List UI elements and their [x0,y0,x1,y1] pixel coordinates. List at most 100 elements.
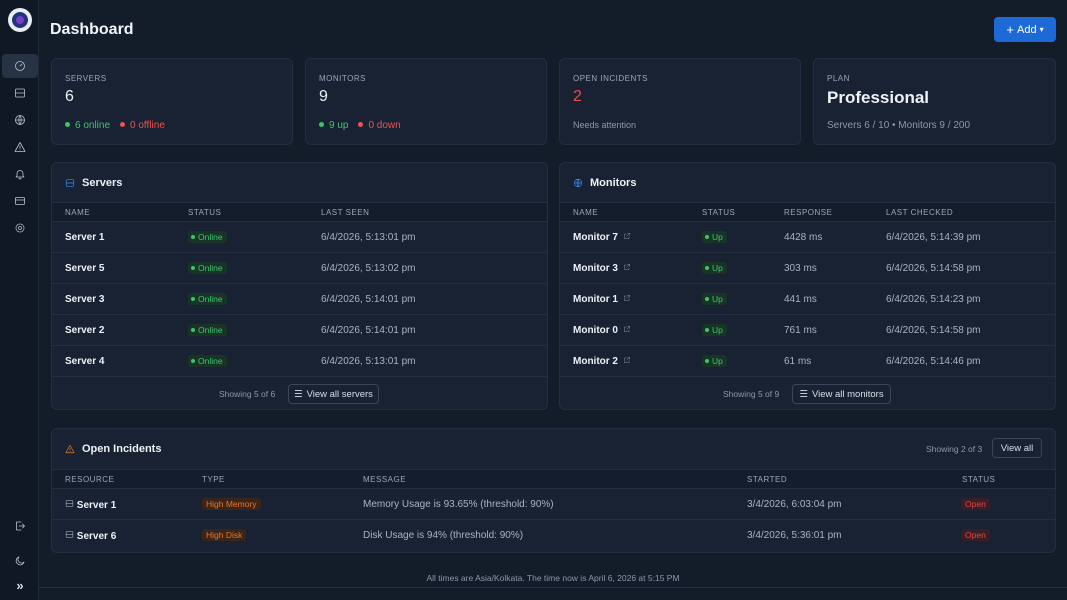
status-dot-icon [191,359,195,363]
column-header[interactable]: STARTED [747,475,788,484]
sidebar-item-dashboard[interactable] [2,54,38,78]
monitor-name[interactable]: Monitor 3 [573,263,631,274]
sidebar-item-monitors[interactable] [2,108,38,132]
view-all-incidents-button[interactable]: View all [992,438,1042,458]
monitor-name-text: Monitor 1 [573,294,618,306]
table-row[interactable]: Server 5 Online 6/4/2026, 5:13:02 pm [52,253,547,284]
stat-label: SERVERS [65,74,107,83]
external-link-icon[interactable] [623,294,631,305]
sidebar-item-billing[interactable] [2,189,38,213]
status-dot-icon [705,297,709,301]
sidebar-item-theme[interactable] [2,549,38,573]
status-text: Online [198,232,223,242]
table-row[interactable]: Server 4 Online 6/4/2026, 5:13:01 pm [52,346,547,377]
monitor-name[interactable]: Monitor 1 [573,294,631,305]
stat-label: OPEN INCIDENTS [573,74,649,83]
server-icon [65,179,75,187]
panel-footer: Showing 5 of 6 ☰ View all servers [52,379,547,409]
panel-title: Open Incidents [82,443,162,455]
server-name[interactable]: Server 2 [65,325,105,336]
add-button[interactable]: + Add ▾ [994,17,1056,42]
table-row[interactable]: Monitor 1 Up 441 ms 6/4/2026, 5:14:23 pm [560,284,1055,315]
column-header[interactable]: LAST CHECKED [886,208,954,217]
status-text: Up [712,325,723,335]
server-name[interactable]: Server 1 [65,232,105,243]
external-link-icon[interactable] [623,325,631,336]
panel-footer: Showing 5 of 9 ☰ View all monitors [560,379,1055,409]
table-row[interactable]: Monitor 2 Up 61 ms 6/4/2026, 5:14:46 pm [560,346,1055,377]
status-dot-icon [191,235,195,239]
sidebar-item-incidents[interactable] [2,135,38,159]
status-text: Online [198,356,223,366]
table-row[interactable]: Server 1 High Memory Memory Usage is 93.… [52,489,1055,520]
card-icon [15,197,25,205]
stat-value: 9 [319,88,328,105]
monitor-name[interactable]: Monitor 2 [573,356,631,367]
external-link-icon[interactable] [623,232,631,243]
incident-message: Memory Usage is 93.65% (threshold: 90%) [363,499,554,510]
server-name[interactable]: Server 5 [65,263,105,274]
incident-type-badge: High Memory [202,498,261,510]
server-name[interactable]: Server 3 [65,294,105,305]
monitor-name[interactable]: Monitor 0 [573,325,631,336]
column-header[interactable]: LAST SEEN [321,208,370,217]
sidebar-item-settings[interactable] [2,216,38,240]
status-dot-icon [191,266,195,270]
stat-label: MONITORS [319,74,366,83]
column-header[interactable]: STATUS [702,208,736,217]
sidebar-item-servers[interactable] [2,81,38,105]
table-row[interactable]: Server 2 Online 6/4/2026, 5:14:01 pm [52,315,547,346]
status-dot-icon [191,328,195,332]
incident-resource[interactable]: Server 1 [65,499,116,511]
sidebar-expand-button[interactable]: » [2,573,38,597]
column-header[interactable]: RESPONSE [784,208,833,217]
response-time: 441 ms [784,294,817,305]
response-time: 303 ms [784,263,817,274]
button-label: View all monitors [811,388,884,400]
table-row[interactable]: Monitor 0 Up 761 ms 6/4/2026, 5:14:58 pm [560,315,1055,346]
view-all-servers-button[interactable]: ☰ View all servers [288,384,379,404]
table-row[interactable]: Monitor 3 Up 303 ms 6/4/2026, 5:14:58 pm [560,253,1055,284]
status-badge: Up [702,355,727,367]
panel-header: Monitors [573,177,636,189]
last-checked: 6/4/2026, 5:14:23 pm [886,294,981,305]
monitor-name[interactable]: Monitor 7 [573,232,631,243]
column-header[interactable]: NAME [65,208,91,217]
monitor-name-text: Monitor 7 [573,232,618,244]
response-time: 4428 ms [784,232,823,243]
server-name[interactable]: Server 4 [65,356,105,367]
column-header[interactable]: MESSAGE [363,475,407,484]
column-header[interactable]: TYPE [202,475,225,484]
table-row[interactable]: Server 3 Online 6/4/2026, 5:14:01 pm [52,284,547,315]
server-icon [65,500,74,511]
status-text: Up [712,263,723,273]
stat-breakdown: 9 up 0 down [319,120,401,131]
column-header[interactable]: RESOURCE [65,475,115,484]
external-link-icon[interactable] [623,263,631,274]
sidebar-item-notifications[interactable] [2,162,38,186]
stat-card-monitors[interactable]: MONITORS 9 9 up 0 down [305,58,547,145]
column-header[interactable]: STATUS [962,475,996,484]
column-header[interactable]: STATUS [188,208,222,217]
view-all-monitors-button[interactable]: ☰ View all monitors [792,384,891,404]
double-chevron-icon: » [16,577,24,593]
plan-name: Professional [827,88,930,107]
table-row[interactable]: Server 6 High Disk Disk Usage is 94% (th… [52,520,1055,551]
app-logo[interactable] [8,8,32,32]
globe-icon [15,115,25,125]
table-row[interactable]: Server 1 Online 6/4/2026, 5:13:01 pm [52,222,547,253]
up-count: 9 up [329,120,349,131]
status-badge: Online [188,293,227,305]
stat-card-servers[interactable]: SERVERS 6 6 online 0 offline [51,58,293,145]
status-badge: Up [702,293,727,305]
servers-table: NAME STATUS LAST SEEN Server 1 Online 6/… [52,202,547,377]
incident-resource[interactable]: Server 6 [65,530,116,542]
stat-card-plan[interactable]: PLAN Professional Servers 6 / 10 • Monit… [813,58,1056,145]
table-row[interactable]: Monitor 7 Up 4428 ms 6/4/2026, 5:14:39 p… [560,222,1055,253]
column-header[interactable]: NAME [573,208,599,217]
external-link-icon[interactable] [623,356,631,367]
sidebar-item-logout[interactable] [2,514,38,538]
stat-card-incidents[interactable]: OPEN INCIDENTS 2 Needs attention [559,58,801,145]
incidents-table: RESOURCE TYPE MESSAGE STARTED STATUS Ser… [52,469,1055,551]
status-badge: Up [702,231,727,243]
